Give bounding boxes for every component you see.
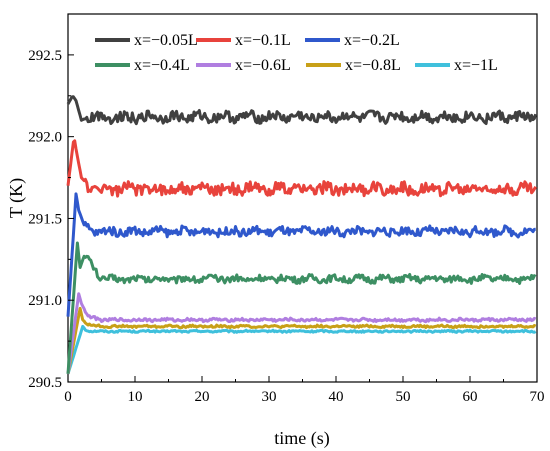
series-line [66,292,537,374]
legend-label: x=−0.4L [134,57,190,74]
axis-layer: 0 10 20 30 40 50 60 70 290.5 291.0 291.5 292.0 292.5 [28,48,544,405]
x-axis-title: time (s) [274,428,330,449]
series-line [66,306,537,375]
legend: x=−0.05L x=−0.1L x=−0.2L x=−0.4L x=−0.6L x=−0… [95,32,498,74]
x-tick-label: 40 [329,389,344,405]
x-tick-label: 20 [195,389,210,405]
legend-label: x=−0.2L [344,32,400,49]
legend-label: x=−0.6L [235,57,291,74]
y-tick-label: 291.0 [28,293,62,309]
x-tick-label: 10 [128,389,143,405]
series-layer [66,95,538,375]
series-line [66,324,537,375]
legend-label: x=−0.1L [235,32,291,49]
legend-label: x=−0.05L [134,32,198,49]
x-tick-label: 60 [463,389,478,405]
x-tick-label: 50 [396,389,411,405]
series-line [66,241,537,374]
series-line [66,95,538,126]
x-tick-label: 70 [530,389,545,405]
y-tick-label: 292.0 [28,130,62,146]
y-tick-label: 292.5 [28,48,62,64]
y-tick-label: 291.5 [28,211,62,227]
legend-label: x=−0.8L [345,57,401,74]
y-tick-label: 290.5 [28,375,62,391]
series-line [66,192,536,317]
series-line [66,139,537,198]
y-axis-title: T (K) [6,178,27,218]
x-tick-label: 0 [64,389,72,405]
legend-label: x=−1L [454,57,498,74]
x-tick-label: 30 [262,389,277,405]
